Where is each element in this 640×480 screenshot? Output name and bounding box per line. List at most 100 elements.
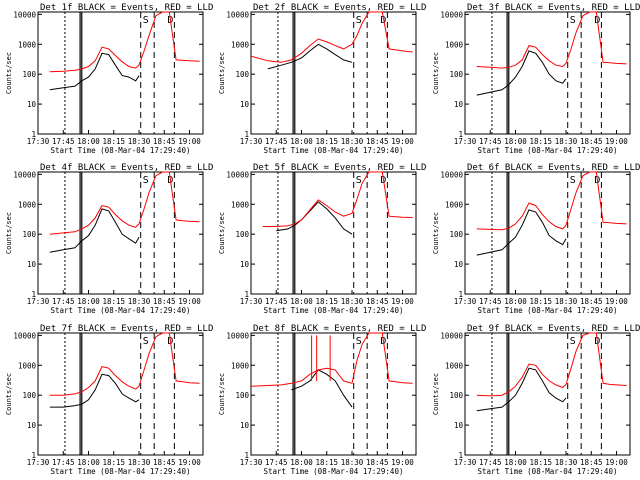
x-tick-label: 17:30: [240, 297, 263, 306]
lld-series-line: [250, 332, 413, 387]
x-tick-label: 17:30: [454, 458, 477, 467]
x-tick-label: 19:00: [178, 297, 201, 306]
plot-frame: [464, 11, 631, 135]
y-tick-label: 100: [235, 70, 249, 79]
y-tick-label: 10000: [13, 10, 36, 19]
y-axis-label: Counts/sec: [5, 373, 13, 415]
plot-frame: [464, 171, 631, 295]
plot-title: Det 4f BLACK = Events, RED = LLD: [40, 163, 213, 173]
y-tick-label: 1000: [445, 40, 464, 49]
y-axis-label: Counts/sec: [432, 373, 440, 415]
plot-title: Det 6f BLACK = Events, RED = LLD: [467, 163, 640, 173]
x-tick-label: 17:30: [27, 458, 50, 467]
y-tick-label: 10000: [440, 331, 463, 340]
y-tick-label: 1: [244, 130, 249, 139]
lld-series-line: [476, 171, 627, 231]
events-series-line: [267, 43, 353, 70]
x-tick-label: 19:00: [605, 137, 628, 146]
y-axis-label: Counts/sec: [218, 212, 226, 254]
plot-frame: [250, 332, 417, 456]
y-tick-label: 10000: [440, 10, 463, 19]
x-tick-label: 18:30: [128, 458, 151, 467]
x-tick-label: 18:30: [555, 297, 578, 306]
y-tick-label: 100: [449, 70, 463, 79]
y-tick-label: 10000: [440, 170, 463, 179]
x-tick-label: 18:00: [77, 297, 100, 306]
y-tick-label: 10: [454, 100, 464, 109]
lld-series-line: [262, 171, 413, 227]
x-axis-label: Start Time (08-Mar-04 17:29:40): [264, 146, 404, 155]
x-tick-label: 17:45: [265, 137, 288, 146]
plot-title: Det 8f BLACK = Events, RED = LLD: [253, 324, 426, 334]
y-tick-label: 10000: [13, 331, 36, 340]
x-tick-label: 19:00: [605, 297, 628, 306]
y-tick-label: 1: [31, 451, 36, 460]
x-tick-label: 18:15: [529, 137, 552, 146]
x-tick-label: 18:30: [341, 297, 364, 306]
y-tick-label: 100: [235, 230, 249, 239]
x-axis-label: Start Time (08-Mar-04 17:29:40): [478, 306, 618, 315]
x-axis-label: Start Time (08-Mar-04 17:29:40): [478, 467, 618, 476]
plot-title: Det 9f BLACK = Events, RED = LLD: [467, 324, 640, 334]
x-tick-label: 18:45: [153, 458, 176, 467]
marker-label-s: S: [356, 175, 362, 186]
x-tick-label: 18:00: [77, 137, 100, 146]
plot-title: Det 2f BLACK = Events, RED = LLD: [253, 3, 426, 13]
x-tick-label: 18:30: [128, 297, 151, 306]
events-series-line: [49, 373, 140, 408]
x-tick-label: 19:00: [605, 458, 628, 467]
x-tick-label: 19:00: [178, 458, 201, 467]
x-tick-label: 18:45: [366, 297, 389, 306]
x-tick-label: 17:30: [27, 297, 50, 306]
y-tick-label: 1000: [18, 361, 37, 370]
x-tick-label: 18:15: [315, 458, 338, 467]
x-tick-label: 17:45: [52, 458, 75, 467]
y-tick-label: 10: [240, 260, 250, 269]
plot-frame: [37, 171, 204, 295]
y-tick-label: 1: [458, 290, 463, 299]
x-tick-label: 18:30: [341, 458, 364, 467]
plot-title: Det 1f BLACK = Events, RED = LLD: [40, 3, 213, 13]
y-tick-label: 1000: [231, 200, 250, 209]
y-tick-label: 100: [22, 70, 36, 79]
x-tick-label: 18:45: [580, 297, 603, 306]
y-tick-label: 10: [454, 260, 464, 269]
y-tick-label: 10: [27, 421, 37, 430]
x-tick-label: 18:00: [77, 458, 100, 467]
plot-frame: [250, 11, 417, 135]
y-tick-label: 10: [27, 260, 37, 269]
y-tick-label: 1000: [445, 361, 464, 370]
x-tick-label: 19:00: [391, 458, 414, 467]
x-tick-label: 18:45: [366, 458, 389, 467]
x-axis-label: Start Time (08-Mar-04 17:29:40): [264, 306, 404, 315]
y-tick-label: 1000: [18, 200, 37, 209]
x-tick-label: 18:15: [315, 137, 338, 146]
lld-series-line: [49, 11, 200, 73]
x-tick-label: 18:45: [580, 137, 603, 146]
x-tick-label: 17:45: [265, 458, 288, 467]
lld-series-line: [49, 332, 200, 396]
x-tick-label: 18:15: [315, 297, 338, 306]
x-tick-label: 17:30: [454, 137, 477, 146]
x-tick-label: 18:45: [153, 137, 176, 146]
x-tick-label: 18:00: [290, 458, 313, 467]
y-axis-label: Counts/sec: [432, 52, 440, 94]
marker-label-s: S: [570, 336, 576, 347]
lld-series-line: [250, 11, 413, 63]
y-tick-label: 100: [22, 391, 36, 400]
x-tick-label: 18:15: [102, 137, 125, 146]
x-tick-label: 18:00: [290, 297, 313, 306]
x-tick-label: 17:45: [265, 297, 288, 306]
x-tick-label: 19:00: [178, 137, 201, 146]
x-tick-label: 18:00: [504, 137, 527, 146]
marker-label-s: S: [356, 15, 362, 26]
y-tick-label: 1: [244, 290, 249, 299]
events-series-line: [476, 209, 567, 256]
y-tick-label: 1000: [18, 40, 37, 49]
